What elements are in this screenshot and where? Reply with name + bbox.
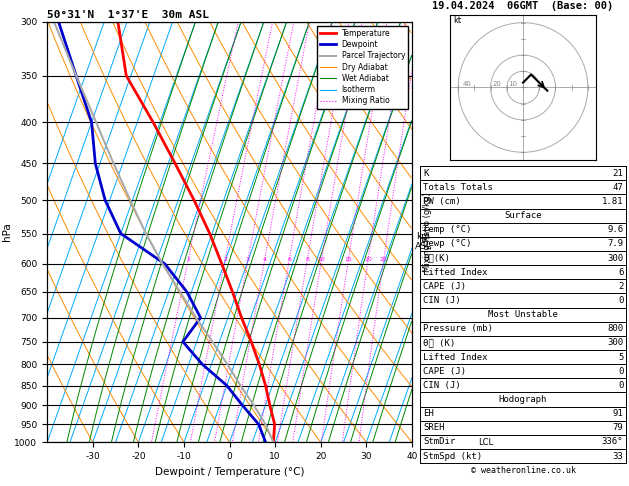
Text: 47: 47 — [613, 183, 623, 192]
Text: 5: 5 — [618, 353, 623, 362]
Text: 3: 3 — [246, 257, 250, 261]
Y-axis label: km
ASL: km ASL — [415, 232, 431, 251]
Text: 1.81: 1.81 — [602, 197, 623, 206]
Text: 19.04.2024  06GMT  (Base: 00): 19.04.2024 06GMT (Base: 00) — [432, 1, 614, 11]
Text: StmDir: StmDir — [423, 437, 455, 447]
Text: 300: 300 — [607, 254, 623, 262]
Text: 91: 91 — [613, 409, 623, 418]
Text: 2: 2 — [223, 257, 227, 261]
Text: Totals Totals: Totals Totals — [423, 183, 493, 192]
Text: Most Unstable: Most Unstable — [488, 310, 558, 319]
Text: 20: 20 — [364, 257, 372, 261]
Text: Pressure (mb): Pressure (mb) — [423, 324, 493, 333]
Text: Lifted Index: Lifted Index — [423, 268, 488, 277]
Text: StmSpd (kt): StmSpd (kt) — [423, 451, 482, 461]
Legend: Temperature, Dewpoint, Parcel Trajectory, Dry Adiabat, Wet Adiabat, Isotherm, Mi: Temperature, Dewpoint, Parcel Trajectory… — [317, 26, 408, 108]
Y-axis label: hPa: hPa — [2, 223, 12, 242]
Text: 800: 800 — [607, 324, 623, 333]
Text: Lifted Index: Lifted Index — [423, 353, 488, 362]
Text: 10: 10 — [318, 257, 325, 261]
Text: 40: 40 — [463, 81, 472, 87]
Text: EH: EH — [423, 409, 434, 418]
Text: 6: 6 — [287, 257, 291, 261]
Text: SREH: SREH — [423, 423, 445, 433]
Text: 8: 8 — [305, 257, 309, 261]
Text: 21: 21 — [613, 169, 623, 178]
Text: 15: 15 — [345, 257, 352, 261]
Text: Mixing Ratio (g/kg): Mixing Ratio (g/kg) — [423, 192, 432, 272]
Text: 50°31'N  1°37'E  30m ASL: 50°31'N 1°37'E 30m ASL — [47, 10, 209, 20]
Text: © weatheronline.co.uk: © weatheronline.co.uk — [470, 466, 576, 475]
Text: CAPE (J): CAPE (J) — [423, 367, 466, 376]
Text: 2: 2 — [618, 282, 623, 291]
Text: CIN (J): CIN (J) — [423, 381, 461, 390]
Text: θᴄ(K): θᴄ(K) — [423, 254, 450, 262]
Text: 6: 6 — [618, 268, 623, 277]
Text: Hodograph: Hodograph — [499, 395, 547, 404]
Text: 79: 79 — [613, 423, 623, 433]
Text: 20: 20 — [493, 81, 501, 87]
Text: 25: 25 — [380, 257, 387, 261]
Text: θᴄ (K): θᴄ (K) — [423, 338, 455, 347]
Text: kt: kt — [454, 16, 462, 25]
Text: 336°: 336° — [602, 437, 623, 447]
Text: K: K — [423, 169, 429, 178]
Text: 0: 0 — [618, 381, 623, 390]
Text: 0: 0 — [618, 296, 623, 305]
Text: Dewp (°C): Dewp (°C) — [423, 240, 472, 248]
Text: 300: 300 — [607, 338, 623, 347]
Text: 10: 10 — [508, 81, 518, 87]
Text: CIN (J): CIN (J) — [423, 296, 461, 305]
Text: 0: 0 — [618, 367, 623, 376]
Text: CAPE (J): CAPE (J) — [423, 282, 466, 291]
Text: Surface: Surface — [504, 211, 542, 220]
Text: 7.9: 7.9 — [607, 240, 623, 248]
Text: 9.6: 9.6 — [607, 226, 623, 234]
Text: 1: 1 — [186, 257, 190, 261]
Text: LCL: LCL — [477, 438, 493, 447]
Text: PW (cm): PW (cm) — [423, 197, 461, 206]
Text: Temp (°C): Temp (°C) — [423, 226, 472, 234]
X-axis label: Dewpoint / Temperature (°C): Dewpoint / Temperature (°C) — [155, 467, 304, 477]
Text: 4: 4 — [263, 257, 267, 261]
Text: 33: 33 — [613, 451, 623, 461]
